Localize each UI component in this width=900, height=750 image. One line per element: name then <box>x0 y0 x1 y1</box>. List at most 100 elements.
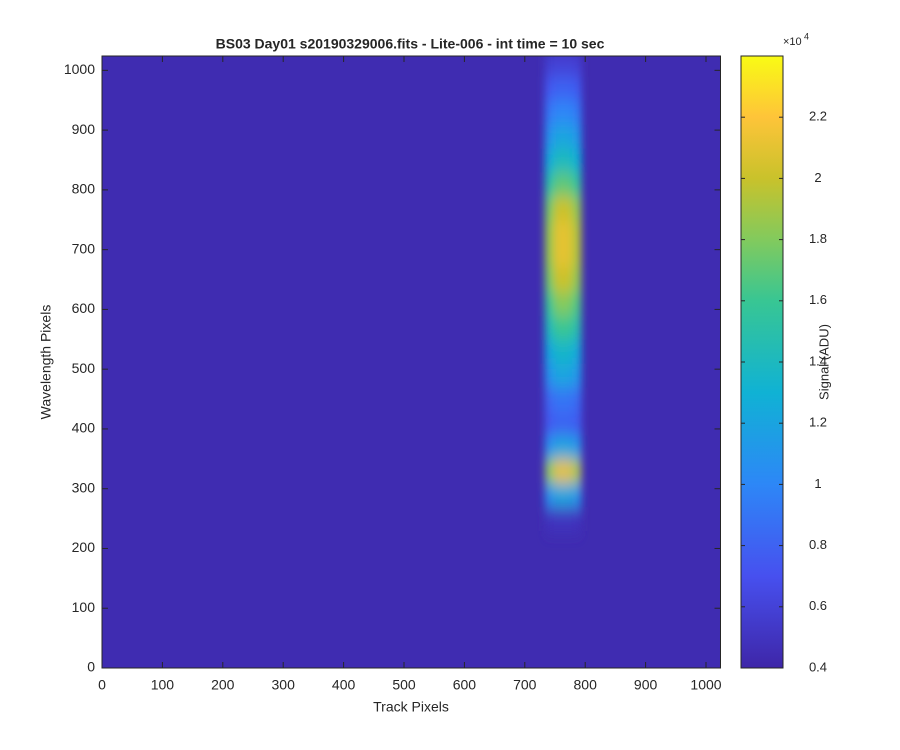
heatmap-cell <box>562 458 573 484</box>
heatmap-cell <box>544 458 555 484</box>
heatmap-cell <box>562 411 573 436</box>
plot-area <box>102 56 721 668</box>
heatmap-cell <box>544 124 555 149</box>
y-tick-label: 0 <box>87 659 95 675</box>
x-tick-label: 400 <box>332 677 356 693</box>
heatmap-cell <box>571 506 582 532</box>
heatmap-cell <box>571 411 582 436</box>
heatmap-cell <box>544 339 555 364</box>
x-tick-label: 800 <box>574 677 598 693</box>
heatmap-cell <box>571 315 582 340</box>
heatmap-cell <box>571 195 582 221</box>
heatmap-cell <box>544 100 555 125</box>
axes: 0 100 200 300 400 500 600 700 800 900 1000 0 100 200 3… <box>64 55 827 693</box>
heatmap-cell <box>571 363 582 388</box>
colorbar-tick-label: 2.2 <box>809 109 827 124</box>
heatmap-cell <box>544 148 555 173</box>
x-tick-label: 300 <box>272 677 296 693</box>
y-tick-label: 700 <box>72 240 96 256</box>
colorbar-tick-label: 1.2 <box>809 415 827 430</box>
colorbar-exponent: 4 <box>804 31 809 41</box>
x-axis-label: Track Pixels <box>373 699 449 715</box>
heatmap-cell <box>571 291 582 316</box>
y-tick-label: 200 <box>72 539 96 555</box>
heatmap-cell <box>544 315 555 340</box>
y-axis-label: Wavelength Pixels <box>38 305 54 420</box>
colorbar-tick-label: 1.6 <box>809 292 827 307</box>
colorbar-tick-label: 1.8 <box>809 231 827 246</box>
heatmap-cell <box>562 339 573 364</box>
heatmap-cell <box>562 291 573 316</box>
heatmap-cell <box>544 363 555 388</box>
heatmap-cell <box>544 411 555 436</box>
heatmap-cell <box>562 387 573 412</box>
heatmap-cell <box>562 434 573 460</box>
heatmap-cell <box>553 387 564 412</box>
heatmap-cell <box>544 387 555 412</box>
heatmap-cell <box>553 148 564 173</box>
heatmap-cell <box>553 506 564 532</box>
heatmap-cell <box>562 100 573 125</box>
heatmap-cell <box>544 243 555 269</box>
y-tick-label: 100 <box>72 599 96 615</box>
y-tick-label: 500 <box>72 360 96 376</box>
heatmap-cell <box>571 339 582 364</box>
heatmap-cell <box>544 195 555 221</box>
heatmap-cell <box>571 56 582 77</box>
chart-title: BS03 Day01 s20190329006.fits - Lite-006 … <box>216 36 605 52</box>
heatmap-cell <box>544 56 555 77</box>
y-tick-label: 900 <box>72 121 96 137</box>
heatmap-cell <box>571 434 582 460</box>
heatmap-cell <box>553 434 564 460</box>
heatmap-cell <box>562 171 573 197</box>
heatmap-cell <box>553 124 564 149</box>
x-tick-label: 0 <box>98 677 106 693</box>
heatmap-cell <box>553 482 564 508</box>
heatmap-cell <box>553 100 564 125</box>
x-tick-label: 600 <box>453 677 477 693</box>
heatmap-cell <box>562 315 573 340</box>
heatmap-cell <box>571 124 582 149</box>
y-tick-label: 300 <box>72 479 96 495</box>
heatmap-cell <box>544 506 555 532</box>
x-tick-label: 900 <box>634 677 658 693</box>
heatmap-cell <box>571 482 582 508</box>
heatmap-cell <box>553 411 564 436</box>
heatmap-cell <box>553 171 564 197</box>
x-tick-label: 700 <box>513 677 537 693</box>
colorbar-tick-label: 1.4 <box>809 353 827 368</box>
heatmap-cell <box>562 56 573 77</box>
heatmap-cells <box>544 56 582 532</box>
heatmap-cell <box>544 434 555 460</box>
x-tick-label: 500 <box>392 677 416 693</box>
colorbar-tick-label: 0.6 <box>809 598 827 613</box>
colorbar-tick-label: 0.8 <box>809 537 827 552</box>
heatmap-cell <box>571 100 582 125</box>
heatmap-cell <box>553 339 564 364</box>
heatmap-cell <box>571 458 582 484</box>
x-tick-label: 1000 <box>690 677 721 693</box>
colorbar-tick-label: 1 <box>814 476 821 491</box>
heatmap-cell <box>571 219 582 245</box>
heatmap-cell <box>562 267 573 292</box>
colorbar <box>740 55 784 669</box>
heatmap-cell <box>562 243 573 269</box>
heatmap-cell <box>571 76 582 101</box>
heatmap-cell <box>562 124 573 149</box>
heatmap-cell <box>553 56 564 77</box>
heatmap-cell <box>562 363 573 388</box>
colorbar-tick-label: 2 <box>814 170 821 185</box>
heatmap-cell <box>553 363 564 388</box>
heatmap-cell <box>571 267 582 292</box>
heatmap-cell <box>571 387 582 412</box>
heatmap-cell <box>571 148 582 173</box>
heatmap-cell <box>553 195 564 221</box>
y-tick-label: 1000 <box>64 61 95 77</box>
heatmap-cell <box>553 267 564 292</box>
colorbar-tick-label: 0.4 <box>809 659 827 674</box>
heatmap-cell <box>553 243 564 269</box>
heatmap-cell <box>544 76 555 101</box>
heatmap-cell <box>571 243 582 269</box>
heatmap-cell <box>544 171 555 197</box>
x-tick-label: 200 <box>211 677 235 693</box>
